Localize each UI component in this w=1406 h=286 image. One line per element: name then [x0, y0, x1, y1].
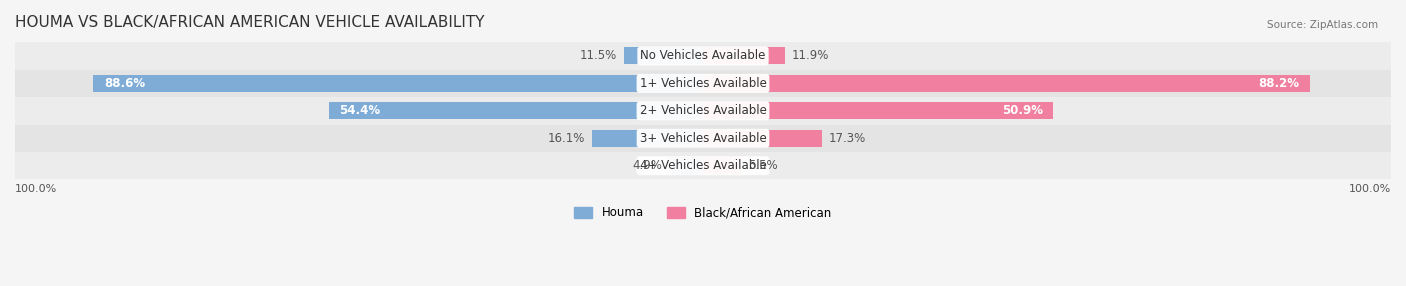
Text: 17.3%: 17.3%	[830, 132, 866, 145]
Bar	[15, 124, 1391, 152]
Text: 11.5%: 11.5%	[579, 49, 617, 62]
Bar	[15, 152, 1391, 179]
Text: 88.2%: 88.2%	[1258, 77, 1299, 90]
Text: 2+ Vehicles Available: 2+ Vehicles Available	[640, 104, 766, 117]
Text: 54.4%: 54.4%	[339, 104, 380, 117]
Text: 100.0%: 100.0%	[15, 184, 58, 194]
Bar	[703, 102, 1053, 119]
Text: Source: ZipAtlas.com: Source: ZipAtlas.com	[1267, 20, 1378, 30]
Text: HOUMA VS BLACK/AFRICAN AMERICAN VEHICLE AVAILABILITY: HOUMA VS BLACK/AFRICAN AMERICAN VEHICLE …	[15, 15, 485, 30]
Bar	[624, 47, 703, 64]
Text: 50.9%: 50.9%	[1002, 104, 1043, 117]
Bar	[592, 130, 703, 147]
Text: 1+ Vehicles Available: 1+ Vehicles Available	[640, 77, 766, 90]
Text: 11.9%: 11.9%	[792, 49, 830, 62]
Bar	[703, 47, 785, 64]
Bar	[703, 75, 1310, 92]
Text: 3+ Vehicles Available: 3+ Vehicles Available	[640, 132, 766, 145]
Bar	[703, 157, 741, 174]
Text: 4+ Vehicles Available: 4+ Vehicles Available	[640, 159, 766, 172]
Text: 100.0%: 100.0%	[1348, 184, 1391, 194]
Bar	[669, 157, 703, 174]
Bar	[703, 130, 823, 147]
Text: 4.9%: 4.9%	[633, 159, 662, 172]
Text: 88.6%: 88.6%	[104, 77, 145, 90]
Bar	[93, 75, 703, 92]
Legend: Houma, Black/African American: Houma, Black/African American	[569, 202, 837, 224]
Text: No Vehicles Available: No Vehicles Available	[640, 49, 766, 62]
Bar	[15, 42, 1391, 70]
Bar	[329, 102, 703, 119]
Text: 5.5%: 5.5%	[748, 159, 778, 172]
Text: 16.1%: 16.1%	[548, 132, 585, 145]
Bar	[15, 70, 1391, 97]
Bar	[15, 97, 1391, 124]
